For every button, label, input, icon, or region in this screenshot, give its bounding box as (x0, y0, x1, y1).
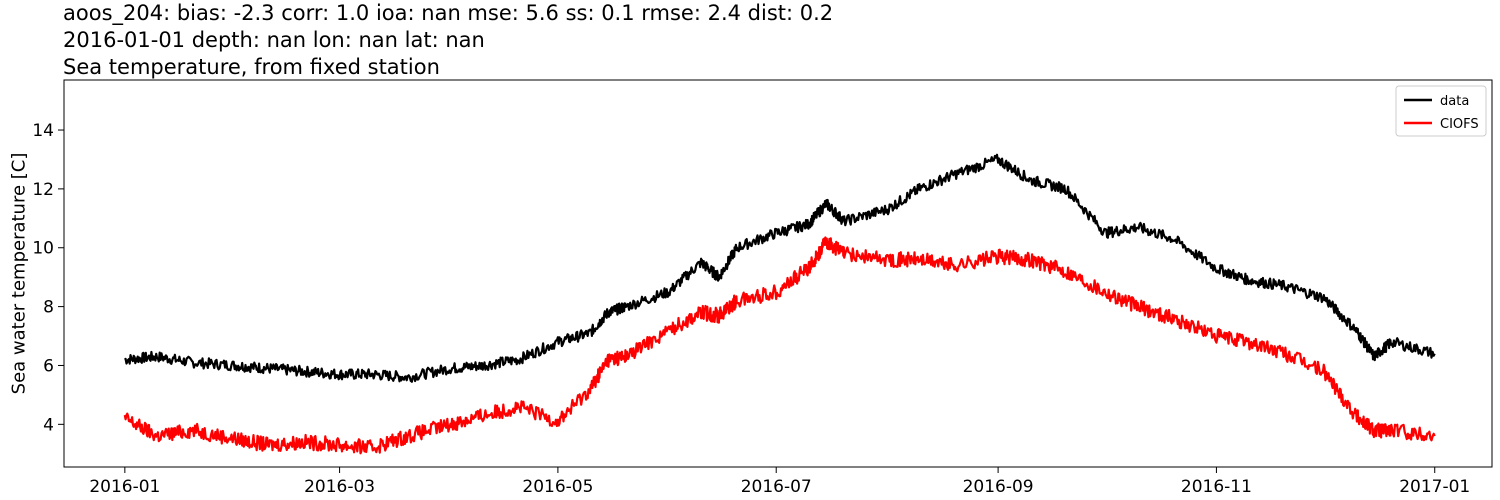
y-tick-label: 12 (32, 180, 54, 200)
title-line-2: 2016-01-01 depth: nan lon: nan lat: nan (63, 28, 485, 52)
x-axis: 2016-01 2016-03 2016-05 2016-07 2016-09 2016-… (89, 467, 1470, 497)
x-tick-label: 2016-07 (741, 477, 812, 497)
x-tick-label: 2016-05 (522, 477, 593, 497)
y-tick-label: 14 (32, 121, 54, 141)
y-tick-label: 4 (43, 415, 54, 435)
chart-title: aoos_204: bias: -2.3 corr: 1.0 ioa: nan … (63, 0, 833, 81)
title-line-1: aoos_204: bias: -2.3 corr: 1.0 ioa: nan … (63, 1, 834, 25)
title-line-3: Sea temperature, from fixed station (63, 55, 440, 79)
series-line-data (124, 153, 1436, 383)
x-tick-label: 2017-01 (1399, 477, 1470, 497)
y-tick-label: 6 (43, 356, 54, 376)
legend: data CIOFS (1395, 85, 1487, 137)
plot-area-frame (63, 79, 1493, 468)
x-tick-label: 2016-11 (1181, 477, 1252, 497)
x-tick-label: 2016-09 (963, 477, 1034, 497)
y-tick-label: 8 (43, 298, 54, 318)
x-tick-label: 2016-01 (89, 477, 160, 497)
y-tick-label: 10 (32, 239, 54, 259)
x-tick-label: 2016-03 (304, 477, 375, 497)
y-axis: 4 6 8 10 12 14 (32, 121, 64, 435)
legend-label-data: data (1440, 94, 1469, 109)
series-line-ciofs (123, 236, 1436, 455)
series-layer (123, 153, 1436, 455)
legend-label-ciofs: CIOFS (1440, 117, 1479, 132)
y-axis-label: Sea water temperature [C] (8, 153, 29, 395)
